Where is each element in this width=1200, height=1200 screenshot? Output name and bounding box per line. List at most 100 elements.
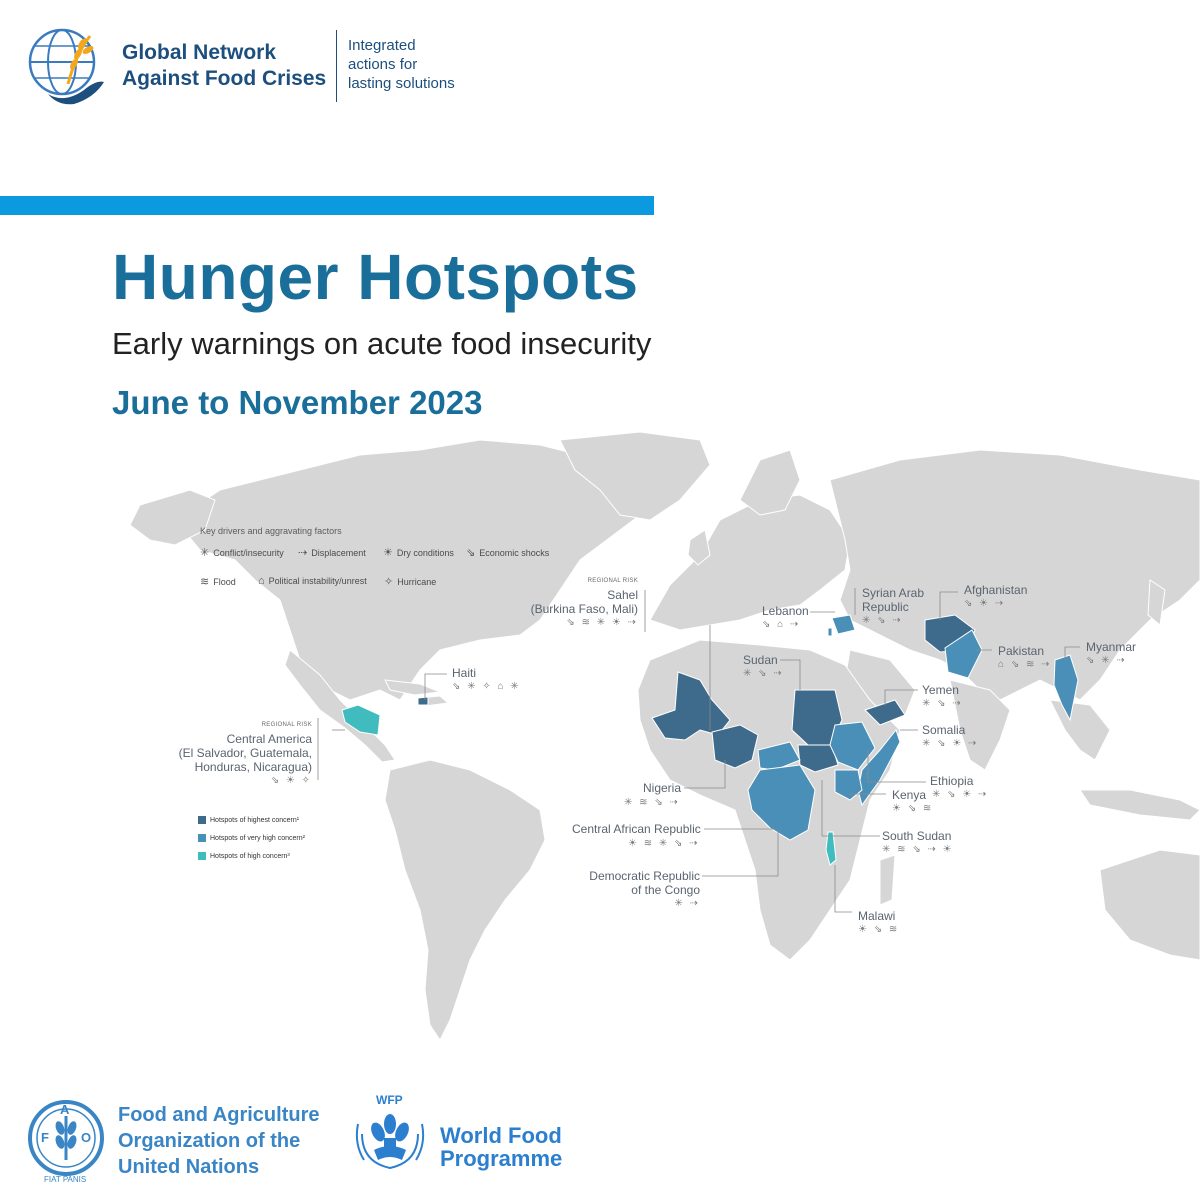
label-haiti: Haiti ⇘ ✳ ✧ ⌂ ✳ (452, 666, 521, 692)
southeast-asia (1049, 699, 1111, 761)
lebanon-driver-icons: ⇘ ⌂ ⇢ (762, 619, 801, 630)
label-sahel: REGIONAL RISK Sahel (Burkina Faso, Mali)… (520, 574, 638, 630)
label-drc: Democratic Republic of the Congo ✳ ⇢ (572, 869, 700, 911)
india (949, 679, 1011, 771)
cuba (384, 679, 441, 696)
japan (1147, 579, 1166, 626)
myanmar-shape (1053, 654, 1079, 722)
page-subtitle: Early warnings on acute food insecurity (112, 326, 652, 361)
label-central-america: REGIONAL RISK Central America (El Salvad… (160, 718, 312, 788)
australia (1099, 849, 1200, 961)
displacement-icon: ⇢ (298, 547, 308, 559)
yemen-driver-icons: ✳ ⇘ ⇢ (922, 698, 963, 709)
kenya-shape (834, 769, 863, 801)
drivers-legend-title: Key drivers and aggravating factors (200, 526, 342, 536)
myanmar-driver-icons: ⇘ ✳ ⇢ (1086, 655, 1127, 666)
mexico-central-america (284, 649, 396, 763)
drc-driver-icons: ✳ ⇢ (674, 898, 700, 909)
madagascar (879, 854, 896, 906)
indonesia (1079, 789, 1200, 821)
malawi-shape (825, 831, 837, 866)
svg-text:FIAT PANIS: FIAT PANIS (44, 1175, 86, 1184)
concern-legend-very-high: Hotspots of very high concern² (198, 834, 305, 842)
legend-displacement: ⇢ Displacement (298, 547, 366, 559)
fao-name: Food and Agriculture Organization of the… (118, 1104, 320, 1178)
label-malawi: Malawi ☀ ⇘ ≋ (858, 909, 900, 935)
conflict-icon: ✳ (200, 547, 210, 559)
svg-text:A: A (60, 1102, 70, 1117)
uk (687, 529, 711, 566)
header-divider (336, 30, 337, 102)
afghanistan-driver-icons: ⇘ ☀ ⇢ (964, 598, 1006, 609)
wfp-name: World Food Programme (440, 1123, 563, 1171)
economic-shocks-icon: ⇘ (466, 547, 476, 559)
label-yemen: Yemen ✳ ⇘ ⇢ (922, 683, 963, 709)
hotspot-shapes (341, 614, 1079, 866)
drc-shape (747, 764, 816, 841)
sudan-driver-icons: ✳ ⇘ ⇢ (743, 668, 784, 679)
highest-swatch (198, 816, 206, 824)
kenya-driver-icons: ☀ ⇘ ≋ (892, 803, 934, 814)
label-south-sudan: South Sudan ✳ ≋ ⇘ ⇢ ☀ (882, 829, 954, 855)
north-america (174, 439, 661, 701)
label-central-african-republic: Central African Republic (572, 822, 701, 836)
central-america-driver-icons: ⇘ ☀ ✧ (270, 775, 312, 786)
label-kenya: Kenya ☀ ⇘ ≋ (892, 788, 934, 814)
political-instability-icon: ⌂ (258, 575, 265, 587)
legend-flood: ≋ Flood (200, 576, 236, 588)
scandinavia (739, 449, 801, 516)
period-label: June to November 2023 (112, 384, 483, 421)
somalia-driver-icons: ✳ ⇘ ☀ ⇢ (922, 738, 979, 749)
car-shape (757, 741, 801, 771)
high-swatch (198, 852, 206, 860)
south-sudan-shape (797, 744, 839, 773)
nigeria-shape (711, 724, 759, 769)
label-myanmar: Myanmar ⇘ ✳ ⇢ (1086, 640, 1137, 666)
wfp-emblem-logo (355, 1114, 425, 1170)
legend-conflict: ✳ Conflict/insecurity (200, 547, 284, 559)
wfp-acronym: WFP (376, 1093, 403, 1107)
hurricane-icon: ✧ (384, 576, 394, 588)
gnafc-globe-logo (28, 28, 104, 105)
mali-burkina-shape (651, 671, 731, 741)
legend-hurricane: ✧ Hurricane (384, 576, 437, 588)
label-sudan: Sudan ✳ ⇘ ⇢ (743, 653, 784, 679)
very-high-swatch (198, 834, 206, 842)
organization-name: Global Network Against Food Crises (122, 41, 327, 90)
label-nigeria: Nigeria (643, 781, 682, 795)
organization-tagline: Integrated actions for lasting solutions (348, 37, 455, 92)
pakistan-driver-icons: ⌂ ⇘ ≋ ⇢ (998, 659, 1052, 670)
sahel-driver-icons: ⇘ ≋ ✳ ☀ ⇢ (566, 617, 638, 628)
nigeria-driver-icons: ✳ ≋ ⇘ ⇢ (624, 797, 680, 808)
south-america (384, 759, 546, 1041)
leader-lines (317, 588, 1080, 913)
label-somalia: Somalia ✳ ⇘ ☀ ⇢ (922, 723, 979, 749)
svg-text:O: O (81, 1130, 91, 1145)
label-afghanistan: Afghanistan ⇘ ☀ ⇢ (964, 583, 1028, 609)
south-sudan-driver-icons: ✳ ≋ ⇘ ⇢ ☀ (882, 844, 954, 855)
page-title: Hunger Hotspots (112, 241, 639, 313)
landmasses (129, 431, 1200, 1041)
legend-economic-shocks: ⇘ Economic shocks (466, 547, 550, 559)
pakistan-shape (944, 629, 983, 679)
svg-text:F: F (41, 1130, 49, 1145)
label-ethiopia: Ethiopia (930, 774, 974, 788)
syria-driver-icons: ✳ ⇘ ⇢ (862, 615, 903, 626)
label-syria: Syrian Arab Republic ✳ ⇘ ⇢ (862, 586, 925, 626)
fao-emblem-logo: F A O FIAT PANIS (28, 1100, 104, 1184)
syria-shape (831, 614, 856, 635)
label-lebanon: Lebanon ⇘ ⌂ ⇢ (762, 604, 809, 630)
asia (829, 449, 1200, 701)
malawi-driver-icons: ☀ ⇘ ≋ (858, 924, 900, 935)
haiti-shape (417, 696, 429, 706)
ethiopia-driver-icons: ✳ ⇘ ☀ ⇢ (932, 789, 989, 800)
concern-legend-high: Hotspots of high concern³ (198, 852, 290, 860)
flood-icon: ≋ (200, 576, 210, 588)
car-driver-icons: ☀ ≋ ✳ ⇘ ⇢ (628, 838, 700, 849)
central-america-shape (341, 704, 381, 736)
legend-political-instability: ⌂ Political instability/unrest (258, 575, 367, 587)
accent-bar (0, 196, 654, 215)
label-pakistan: Pakistan ⌂ ⇘ ≋ ⇢ (998, 644, 1052, 670)
legend-dry-conditions: ☀ Dry conditions (383, 547, 454, 559)
lebanon-shape (827, 627, 833, 637)
